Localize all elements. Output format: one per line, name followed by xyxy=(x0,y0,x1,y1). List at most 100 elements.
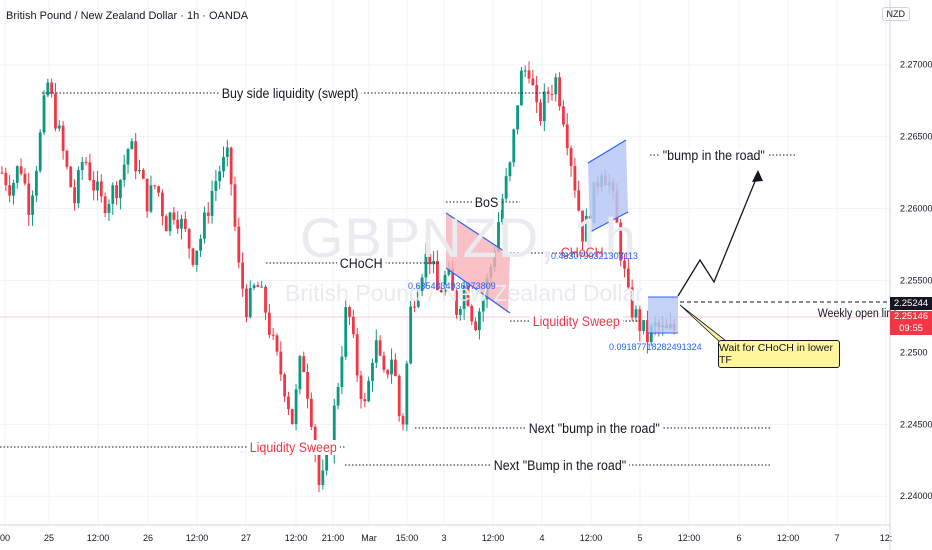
x-tick-label: 7 xyxy=(834,533,839,543)
candle-body xyxy=(271,334,275,336)
candle-body xyxy=(428,253,432,265)
candle-body xyxy=(12,182,15,196)
candle-body xyxy=(302,356,306,372)
currency-badge[interactable]: NZD xyxy=(881,7,910,21)
candle-body xyxy=(267,312,271,335)
candle-body xyxy=(520,70,523,106)
candle-body xyxy=(458,308,462,315)
candle-body xyxy=(229,147,233,185)
candle-body xyxy=(363,399,367,402)
candle-body xyxy=(172,212,176,220)
candle-body xyxy=(57,125,61,129)
candle-body xyxy=(218,171,222,182)
candles-layer xyxy=(0,61,676,493)
candle-body xyxy=(294,389,298,424)
candle-body xyxy=(550,93,554,95)
descending-channel-fill xyxy=(446,213,510,313)
candle-body xyxy=(31,195,34,215)
candle-body xyxy=(512,129,516,163)
label-choch-right: CHoCH xyxy=(560,245,604,260)
candle-body xyxy=(164,216,168,232)
candle-body xyxy=(325,452,329,471)
candle-body xyxy=(539,102,542,122)
x-tick-label: 00 xyxy=(0,533,10,543)
candle-body xyxy=(275,335,279,352)
candle-body xyxy=(409,306,413,364)
candle-body xyxy=(531,78,535,86)
candle-body xyxy=(206,212,210,216)
candle-body xyxy=(562,106,565,125)
candle-body xyxy=(371,362,374,381)
callout-wait-choch: Wait for CHoCH in lower TF xyxy=(718,340,840,368)
candle-body xyxy=(183,218,187,229)
candle-body xyxy=(508,162,512,177)
candle-body xyxy=(42,95,46,133)
candle-body xyxy=(4,172,8,186)
candle-body xyxy=(118,180,122,199)
x-tick-label: 6 xyxy=(736,533,741,543)
candle-body xyxy=(435,260,439,291)
candle-body xyxy=(413,306,416,308)
candle-body xyxy=(581,210,584,242)
candle-body xyxy=(248,288,252,317)
candle-body xyxy=(103,196,107,214)
candle-body xyxy=(584,215,588,242)
candle-body xyxy=(619,222,623,261)
x-tick-label: 15:00 xyxy=(396,533,419,543)
x-tick-label: 21:00 xyxy=(322,533,345,543)
label-bump: "bump in the road" xyxy=(660,148,768,163)
candle-body xyxy=(252,285,256,289)
candle-body xyxy=(638,309,642,331)
candle-body xyxy=(233,184,237,227)
candle-body xyxy=(500,198,504,223)
candle-body xyxy=(497,222,500,252)
rising-channel-lower xyxy=(589,211,629,233)
x-tick-label: 12:00 xyxy=(580,533,603,543)
candle-body xyxy=(54,93,57,129)
candle-body xyxy=(523,70,527,72)
candle-body xyxy=(527,70,531,79)
watermark-name: British Pound / New Zealand Dollar xyxy=(285,280,643,306)
candle-body xyxy=(565,124,569,149)
candle-body xyxy=(50,82,54,94)
candle-body xyxy=(432,260,435,265)
candle-body xyxy=(351,316,355,335)
candle-body xyxy=(481,299,485,312)
label-liquidity-sweep-left: Liquidity Sweep xyxy=(247,440,340,455)
rising-channel-fill xyxy=(588,140,628,232)
x-tick-label: 12: xyxy=(880,533,893,543)
candle-body xyxy=(443,274,447,293)
candle-body xyxy=(130,141,134,150)
channel-upper-line xyxy=(445,212,511,256)
candle-body xyxy=(287,396,290,410)
y-tick-label: 2.25500 xyxy=(900,275,932,285)
candle-body xyxy=(214,181,218,191)
candle-body xyxy=(260,286,264,288)
candle-body xyxy=(359,375,363,400)
candle-body xyxy=(317,453,321,486)
current-price-badge: 2.25146 xyxy=(890,311,932,323)
candle-body xyxy=(245,288,248,317)
candle-body xyxy=(298,356,302,390)
x-tick-label: Mar xyxy=(361,533,377,543)
candle-body xyxy=(344,307,348,357)
chart-title: British Pound / New Zealand Dollar · 1h … xyxy=(6,10,249,22)
candle-body xyxy=(46,82,50,96)
y-tick-label-partial: 2.2500 xyxy=(900,347,928,357)
candle-body xyxy=(99,181,103,197)
candle-body xyxy=(390,359,393,375)
countdown-badge: 09:55 xyxy=(890,323,932,335)
x-tick-label: 5 xyxy=(637,533,642,543)
candle-body xyxy=(355,334,359,376)
candle-body xyxy=(203,212,206,239)
candle-body xyxy=(19,166,23,174)
candle-body xyxy=(455,290,458,315)
x-tick-label: 12:00 xyxy=(87,533,110,543)
candle-body xyxy=(542,91,546,122)
candle-body xyxy=(626,268,630,288)
fib-ratio-3: 0.09187718282491324 xyxy=(609,342,702,352)
candle-body xyxy=(348,307,351,317)
candle-body xyxy=(451,268,455,291)
